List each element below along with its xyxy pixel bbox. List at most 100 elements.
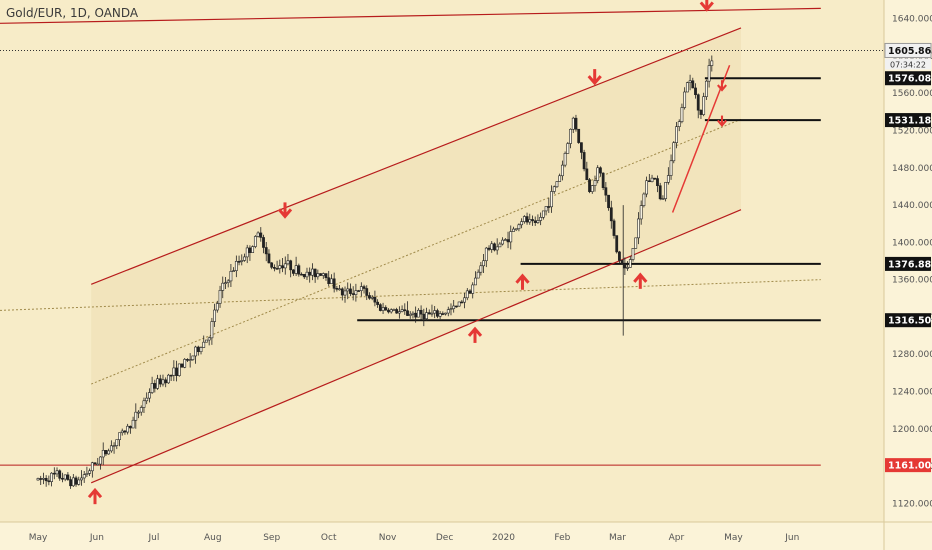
y-tick-label: 1200.000 bbox=[892, 425, 932, 435]
candle-up bbox=[354, 290, 358, 295]
candle-up bbox=[218, 290, 222, 304]
candle-up bbox=[338, 288, 341, 291]
candle-down bbox=[164, 379, 168, 384]
candle-down bbox=[525, 216, 529, 223]
y-tick-label: 1560.000 bbox=[892, 89, 932, 99]
x-tick-label: Mar bbox=[609, 533, 626, 543]
channel-upper-line bbox=[90, 27, 742, 285]
chart-title: Gold/EUR, 1D, OANDA bbox=[6, 6, 139, 20]
candle-up bbox=[330, 278, 333, 284]
candle-down bbox=[104, 450, 108, 455]
candle-down bbox=[365, 288, 369, 296]
candle-down bbox=[547, 206, 551, 208]
candle-up bbox=[156, 378, 159, 389]
candle-up bbox=[80, 477, 83, 481]
candle-up bbox=[226, 280, 230, 283]
candle-up bbox=[115, 439, 119, 446]
candle-up bbox=[683, 91, 687, 108]
candle-up bbox=[118, 432, 121, 440]
candle-up bbox=[213, 309, 217, 322]
x-tick-label: Oct bbox=[321, 533, 337, 543]
candle-up bbox=[147, 392, 151, 399]
long-midline bbox=[0, 279, 821, 311]
candle-up bbox=[571, 117, 575, 130]
candle-up bbox=[596, 167, 600, 181]
wedge-trend-line bbox=[671, 64, 731, 213]
candle-down bbox=[158, 378, 162, 385]
candle-down bbox=[615, 235, 619, 253]
candle-up bbox=[680, 107, 684, 122]
candle-up bbox=[503, 239, 507, 241]
candle-down bbox=[248, 247, 252, 253]
candle-up bbox=[77, 479, 81, 485]
candle-down bbox=[319, 273, 322, 276]
candle-up bbox=[664, 182, 668, 199]
candle-up bbox=[397, 311, 401, 314]
x-tick-label: Jul bbox=[147, 533, 159, 543]
candle-up bbox=[188, 359, 192, 361]
candle-down bbox=[332, 278, 336, 289]
candle-down bbox=[175, 367, 178, 376]
candle-down bbox=[493, 243, 496, 251]
candle-up bbox=[520, 221, 524, 226]
candle-down bbox=[153, 383, 157, 389]
candle-down bbox=[267, 253, 271, 264]
candle-down bbox=[533, 220, 537, 223]
price-label-text: 1316.500 bbox=[888, 316, 932, 327]
candle-up bbox=[463, 297, 466, 303]
candle-up bbox=[416, 309, 420, 318]
arrow-head bbox=[87, 487, 103, 499]
candle-up bbox=[552, 186, 556, 192]
candle-down bbox=[658, 185, 662, 200]
candle-up bbox=[177, 363, 181, 376]
candle-up bbox=[707, 65, 711, 82]
candle-down bbox=[66, 474, 70, 480]
candle-up bbox=[316, 273, 320, 278]
candle-up bbox=[471, 284, 475, 294]
candle-up bbox=[36, 478, 40, 481]
candle-up bbox=[107, 450, 111, 455]
candle-up bbox=[425, 312, 428, 320]
candle-down bbox=[47, 480, 51, 483]
candle-up bbox=[509, 231, 513, 243]
candle-down bbox=[579, 142, 583, 153]
candle-up bbox=[205, 339, 208, 343]
price-label-box bbox=[885, 256, 931, 271]
candle-up bbox=[85, 473, 89, 475]
candle-down bbox=[308, 271, 312, 276]
candle-up bbox=[253, 236, 257, 247]
candle-up bbox=[392, 309, 396, 311]
candle-down bbox=[52, 472, 56, 475]
x-tick-label: Sep bbox=[263, 533, 280, 543]
price-label-text: 1576.086 bbox=[888, 74, 932, 85]
price-label-text: 1376.882 bbox=[888, 259, 932, 270]
candle-down bbox=[362, 286, 366, 289]
candle-up bbox=[430, 312, 434, 315]
candle-up bbox=[294, 265, 298, 274]
candle-down bbox=[378, 304, 382, 311]
candle-down bbox=[599, 167, 602, 174]
x-tick-label: Feb bbox=[554, 533, 570, 543]
candle-down bbox=[93, 462, 97, 465]
candle-up bbox=[232, 270, 236, 272]
candle-down bbox=[340, 288, 344, 296]
candle-down bbox=[272, 267, 276, 269]
candle-up bbox=[501, 239, 505, 245]
candle-down bbox=[289, 260, 293, 271]
candle-up bbox=[120, 430, 124, 434]
y-tick-label: 1480.000 bbox=[892, 164, 932, 174]
x-tick-label: Jun bbox=[784, 533, 799, 543]
candle-down bbox=[270, 262, 274, 268]
candle-down bbox=[313, 268, 317, 278]
candle-up bbox=[172, 367, 176, 376]
candle-up bbox=[512, 228, 515, 232]
candle-down bbox=[61, 477, 64, 480]
candle-down bbox=[653, 177, 657, 180]
signal-arrow-down bbox=[277, 202, 293, 219]
candle-up bbox=[321, 273, 325, 276]
candle-up bbox=[566, 143, 570, 154]
signal-arrow-down bbox=[699, 0, 714, 12]
x-tick-label: Aug bbox=[204, 533, 222, 543]
candle-up bbox=[669, 160, 673, 176]
